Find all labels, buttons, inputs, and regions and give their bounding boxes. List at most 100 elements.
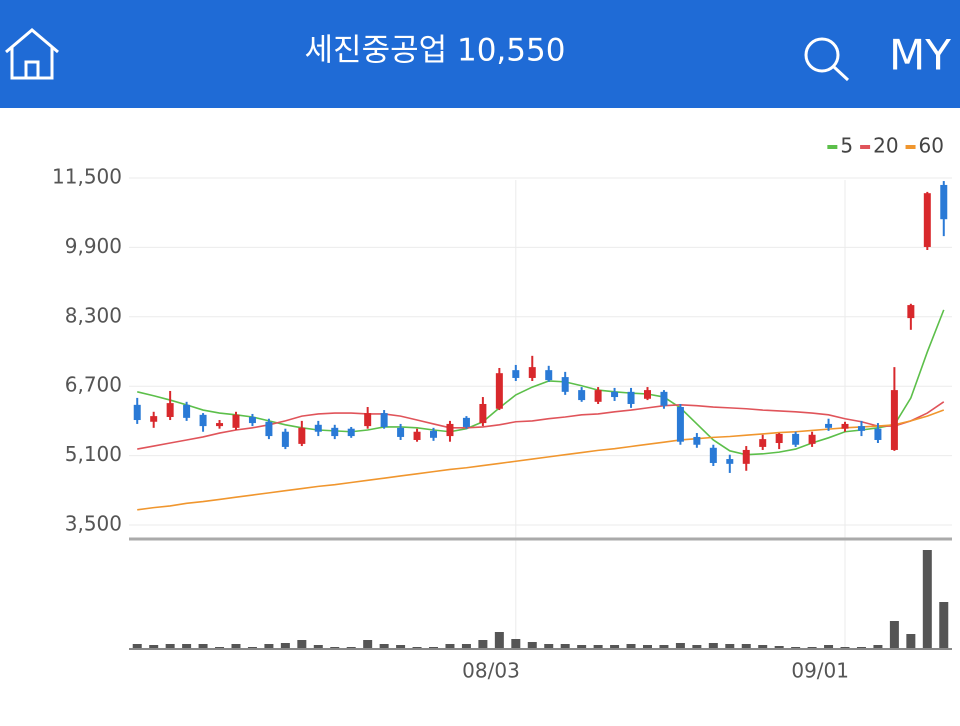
candle-body <box>380 413 388 427</box>
candle-body <box>265 421 273 437</box>
volume-bar <box>824 645 834 648</box>
legend-label: 5 <box>840 134 853 158</box>
candle-body <box>446 423 454 437</box>
candle-body <box>232 414 240 428</box>
candle-body <box>397 427 405 437</box>
candle-body <box>676 407 684 442</box>
candle-body <box>857 426 865 431</box>
candle-body <box>643 390 651 399</box>
candle-body <box>462 417 470 427</box>
candle-body <box>594 390 602 402</box>
volume-bar <box>659 645 669 648</box>
candle-body <box>528 367 536 378</box>
y-tick-label: 8,300 <box>65 303 122 327</box>
search-button[interactable] <box>804 37 850 82</box>
candle-body <box>759 439 767 447</box>
candle-body <box>331 427 339 437</box>
candle-body <box>561 377 569 392</box>
candle-body <box>479 403 487 424</box>
volume-bar <box>132 644 142 648</box>
candle-body <box>808 434 816 444</box>
candle-body <box>940 184 948 220</box>
volume-bar <box>610 645 620 648</box>
candle-body <box>248 416 256 424</box>
candle-body <box>693 436 701 445</box>
candle-body <box>775 433 783 444</box>
header-bar <box>0 0 960 108</box>
candle-body <box>874 428 882 440</box>
volume-bar <box>889 621 899 648</box>
candle-body <box>578 390 586 401</box>
volume-bar <box>758 645 768 648</box>
volume-bar <box>198 644 208 648</box>
candle-body <box>199 414 207 427</box>
volume-bar <box>511 639 521 648</box>
candle-body <box>890 390 898 450</box>
volume-bar <box>593 645 603 648</box>
search-icon-handle <box>832 65 850 82</box>
x-tick-label: 09/01 <box>791 659 849 683</box>
moving-average-line <box>137 401 945 450</box>
candle-body <box>545 370 553 381</box>
volume-bar <box>346 647 356 648</box>
volume-bar <box>379 644 389 648</box>
volume-bar <box>445 644 455 648</box>
candle-body <box>709 447 717 463</box>
my-button[interactable]: MY <box>889 31 951 80</box>
candle-body <box>413 431 421 440</box>
volume-bar <box>906 634 916 648</box>
y-tick-label: 11,500 <box>52 165 122 189</box>
volume-bar <box>544 644 554 648</box>
y-tick-label: 3,500 <box>65 511 122 535</box>
x-tick-label: 08/03 <box>462 659 520 683</box>
candle-body <box>281 431 289 447</box>
volume-bar <box>642 645 652 648</box>
volume-bar <box>429 647 439 648</box>
volume-bar <box>149 645 159 648</box>
volume-bar <box>247 647 257 648</box>
volume-bar <box>363 640 373 648</box>
volume-bar <box>675 643 685 648</box>
legend-swatch <box>905 145 916 149</box>
candle-body <box>742 449 750 464</box>
candle-body <box>314 424 322 432</box>
candle-body <box>841 423 849 429</box>
volume-bar <box>708 643 718 648</box>
volume-bar <box>922 550 932 648</box>
candle-body <box>166 403 174 417</box>
candle-body <box>133 404 141 421</box>
candle-body <box>430 430 438 438</box>
volume-bar <box>560 644 570 648</box>
y-tick-label: 5,100 <box>65 442 122 466</box>
candle-body <box>364 413 372 427</box>
moving-average-line <box>137 309 945 456</box>
home-button[interactable] <box>5 28 59 80</box>
y-tick-label: 6,700 <box>65 373 122 397</box>
legend-label: 20 <box>873 134 898 158</box>
candle-body <box>611 391 619 398</box>
volume-bar <box>231 644 241 648</box>
moving-average-line <box>137 409 945 511</box>
volume-bar <box>774 646 784 648</box>
volume-bar <box>741 644 751 648</box>
volume-bar <box>215 647 225 648</box>
y-tick-label: 9,900 <box>65 234 122 258</box>
volume-bar <box>494 632 504 648</box>
volume-bar <box>396 645 406 648</box>
candle-body <box>216 423 224 427</box>
volume-bar <box>840 647 850 648</box>
candle-body <box>512 370 520 378</box>
volume-bar <box>939 602 949 648</box>
volume-bar <box>807 647 817 648</box>
volume-bar <box>313 645 323 648</box>
volume-bar <box>478 640 488 648</box>
volume-bar <box>461 644 471 648</box>
candle-body <box>183 404 191 418</box>
legend-swatch <box>860 145 871 149</box>
volume-bar <box>297 640 307 648</box>
candle-body <box>495 373 503 409</box>
volume-bar <box>182 644 192 648</box>
candle-body <box>660 391 668 406</box>
volume-bar <box>577 645 587 648</box>
